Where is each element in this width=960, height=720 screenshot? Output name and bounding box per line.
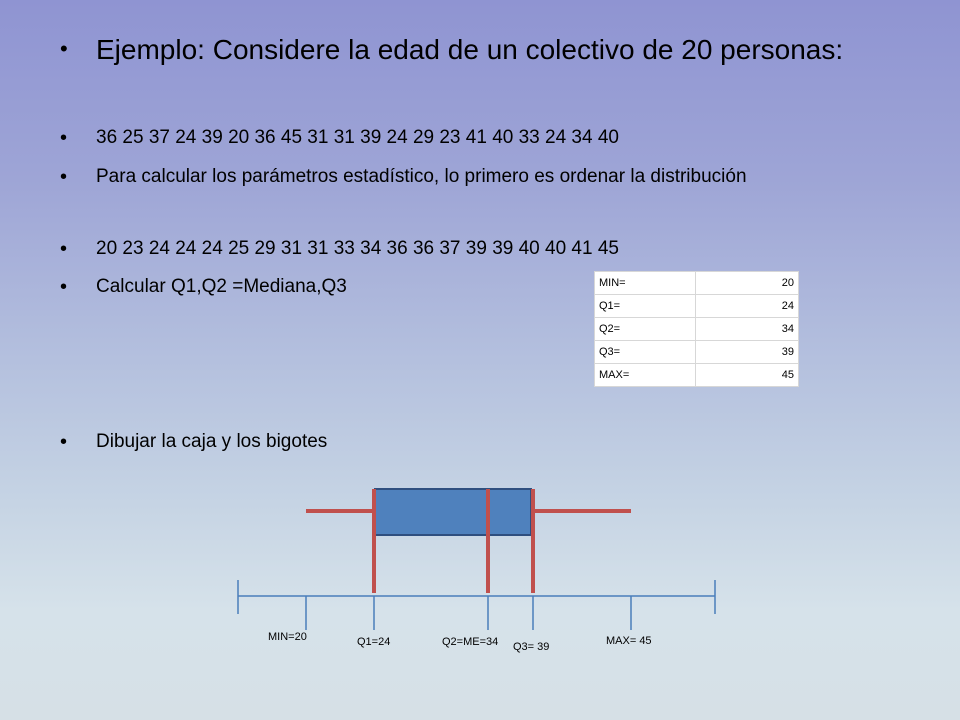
bullet-dot: • — [60, 431, 68, 453]
bullet-text-draw: Dibujar la caja y los bigotes — [96, 431, 328, 452]
table-row: MAX= 45 — [594, 363, 799, 387]
axis-label-q1: Q1=24 — [357, 636, 391, 648]
quartile-table: MIN= 20 Q1= 24 Q2= 34 Q3= 39 MAX= 45 — [594, 271, 799, 387]
bullet-dot: • — [60, 276, 68, 298]
bullet-text-example: Ejemplo: Considere la edad de un colecti… — [96, 34, 844, 65]
bullet-text-instruction: Para calcular los parámetros estadístico… — [96, 166, 747, 187]
table-cell-label: Q3= — [594, 340, 696, 364]
bullet-dot: • — [60, 238, 68, 260]
axis-label-max: MAX= 45 — [606, 635, 652, 647]
bullet-text-sorted-data: 20 23 24 24 24 25 29 31 31 33 34 36 36 3… — [96, 238, 619, 259]
bullet-dot: • — [60, 166, 68, 188]
table-row: MIN= 20 — [594, 271, 799, 295]
bullet-dot: • — [60, 36, 68, 61]
table-cell-value: 24 — [695, 294, 799, 318]
bullet-text-calculate: Calcular Q1,Q2 =Mediana,Q3 — [96, 276, 347, 297]
table-cell-value: 34 — [695, 317, 799, 341]
table-cell-value: 45 — [695, 363, 799, 387]
interquartile-box — [374, 488, 532, 536]
table-row: Q3= 39 — [594, 340, 799, 364]
table-cell-label: MAX= — [594, 363, 696, 387]
bullet-dot: • — [60, 127, 68, 149]
table-cell-label: MIN= — [594, 271, 696, 295]
table-row: Q1= 24 — [594, 294, 799, 318]
axis-label-q3: Q3= 39 — [513, 641, 550, 653]
axis-label-min: MIN=20 — [268, 631, 307, 643]
bullet-text-raw-data: 36 25 37 24 39 20 36 45 31 31 39 24 29 2… — [96, 127, 619, 148]
axis-label-median: Q2=ME=34 — [442, 636, 499, 648]
